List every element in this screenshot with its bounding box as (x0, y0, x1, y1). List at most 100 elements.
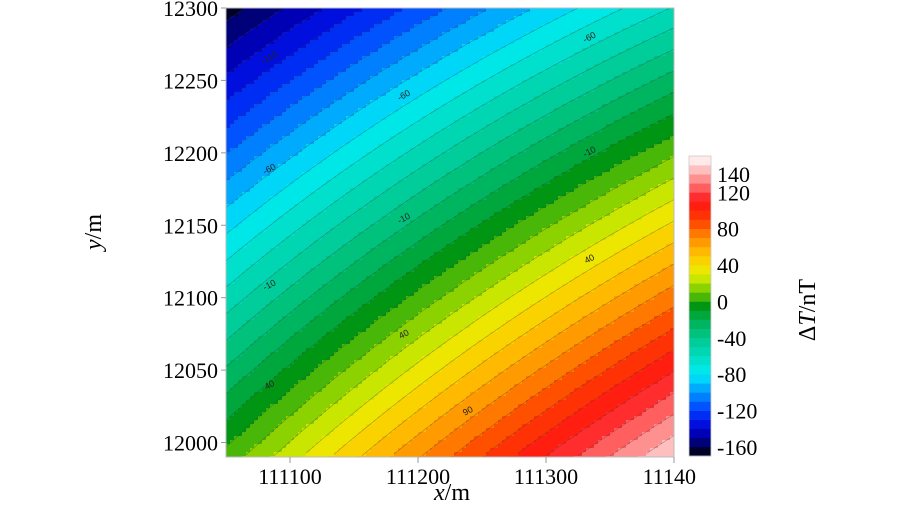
contour-cell (446, 88, 451, 93)
contour-cell (282, 180, 287, 185)
contour-cell (266, 112, 271, 117)
contour-cell (434, 80, 439, 85)
contour-cell (354, 136, 359, 141)
contour-cell (550, 132, 555, 137)
contour-cell (350, 180, 355, 185)
contour-cell (478, 28, 483, 33)
contour-cell (570, 52, 575, 57)
contour-cell (498, 144, 503, 149)
contour-cell (562, 136, 567, 141)
contour-cell (626, 128, 631, 133)
contour-cell (318, 144, 323, 149)
contour-cell (238, 72, 243, 77)
contour-cell (622, 44, 627, 49)
contour-cell (470, 140, 475, 145)
contour-cell (642, 124, 647, 129)
contour-cell (562, 160, 567, 165)
contour-cell (550, 16, 555, 21)
contour-cell (326, 72, 331, 77)
contour-cell (410, 112, 415, 117)
contour-cell (350, 28, 355, 33)
contour-cell (338, 144, 343, 149)
contour-cell (434, 136, 439, 141)
contour-cell (626, 36, 631, 41)
contour-cell (410, 52, 415, 57)
contour-cell (454, 180, 459, 185)
contour-cell (366, 152, 371, 157)
contour-cell (562, 140, 567, 145)
contour-cell (370, 40, 375, 45)
contour-cell (422, 164, 427, 169)
contour-cell (418, 136, 423, 141)
contour-cell (662, 92, 667, 97)
contour-cell (270, 48, 275, 53)
contour-cell (562, 80, 567, 85)
contour-cell (550, 40, 555, 45)
contour-cell (442, 96, 447, 101)
contour-cell (330, 168, 335, 173)
contour-cell (258, 140, 263, 145)
contour-cell (398, 24, 403, 29)
contour-cell (506, 44, 511, 49)
contour-cell (526, 96, 531, 101)
contour-cell (670, 108, 674, 113)
contour-cell (546, 112, 551, 117)
contour-cell (306, 44, 311, 49)
contour-cell (434, 12, 439, 17)
contour-cell (330, 92, 335, 97)
contour-cell (514, 84, 519, 89)
contour-cell (362, 184, 367, 189)
contour-cell (402, 116, 407, 121)
contour-cell (270, 80, 275, 85)
contour-cell (498, 48, 503, 53)
contour-cell (334, 52, 339, 57)
contour-cell (318, 184, 323, 189)
contour-cell (254, 136, 259, 141)
contour-cell (290, 84, 295, 89)
contour-cell (518, 68, 523, 73)
contour-cell (410, 116, 415, 121)
contour-cell (454, 12, 459, 17)
contour-cell (330, 60, 335, 65)
contour-cell (602, 64, 607, 69)
contour-cell (590, 48, 595, 53)
contour-cell (422, 144, 427, 149)
contour-cell (590, 72, 595, 77)
contour-cell (470, 180, 475, 185)
contour-cell (618, 156, 623, 161)
contour-cell (530, 52, 535, 57)
contour-cell (226, 124, 231, 129)
contour-cell (294, 24, 299, 29)
contour-cell (386, 176, 391, 181)
contour-cell (502, 56, 507, 61)
contour-cell (466, 92, 471, 97)
contour-cell (566, 12, 571, 17)
contour-cell (354, 152, 359, 157)
contour-cell (434, 140, 439, 145)
contour-cell (518, 32, 523, 37)
contour-cell (646, 76, 651, 81)
contour-cell (474, 88, 479, 93)
contour-cell (446, 180, 451, 185)
contour-cell (462, 108, 467, 113)
contour-cell (314, 96, 319, 101)
contour-cell (554, 76, 559, 81)
contour-cell (482, 116, 487, 121)
contour-cell (614, 100, 619, 105)
contour-cell (598, 80, 603, 85)
contour-cell (510, 44, 515, 49)
contour-cell (438, 56, 443, 61)
contour-cell (238, 116, 243, 121)
contour-cell (662, 32, 667, 37)
contour-cell (474, 108, 479, 113)
contour-cell (582, 144, 587, 149)
contour-cell (598, 144, 603, 149)
contour-cell (286, 80, 291, 85)
contour-cell (490, 176, 495, 181)
contour-cell (310, 40, 315, 45)
contour-cell (526, 132, 531, 137)
contour-cell (670, 156, 674, 161)
contour-cell (526, 40, 531, 45)
contour-cell (594, 112, 599, 117)
contour-cell (418, 172, 423, 177)
